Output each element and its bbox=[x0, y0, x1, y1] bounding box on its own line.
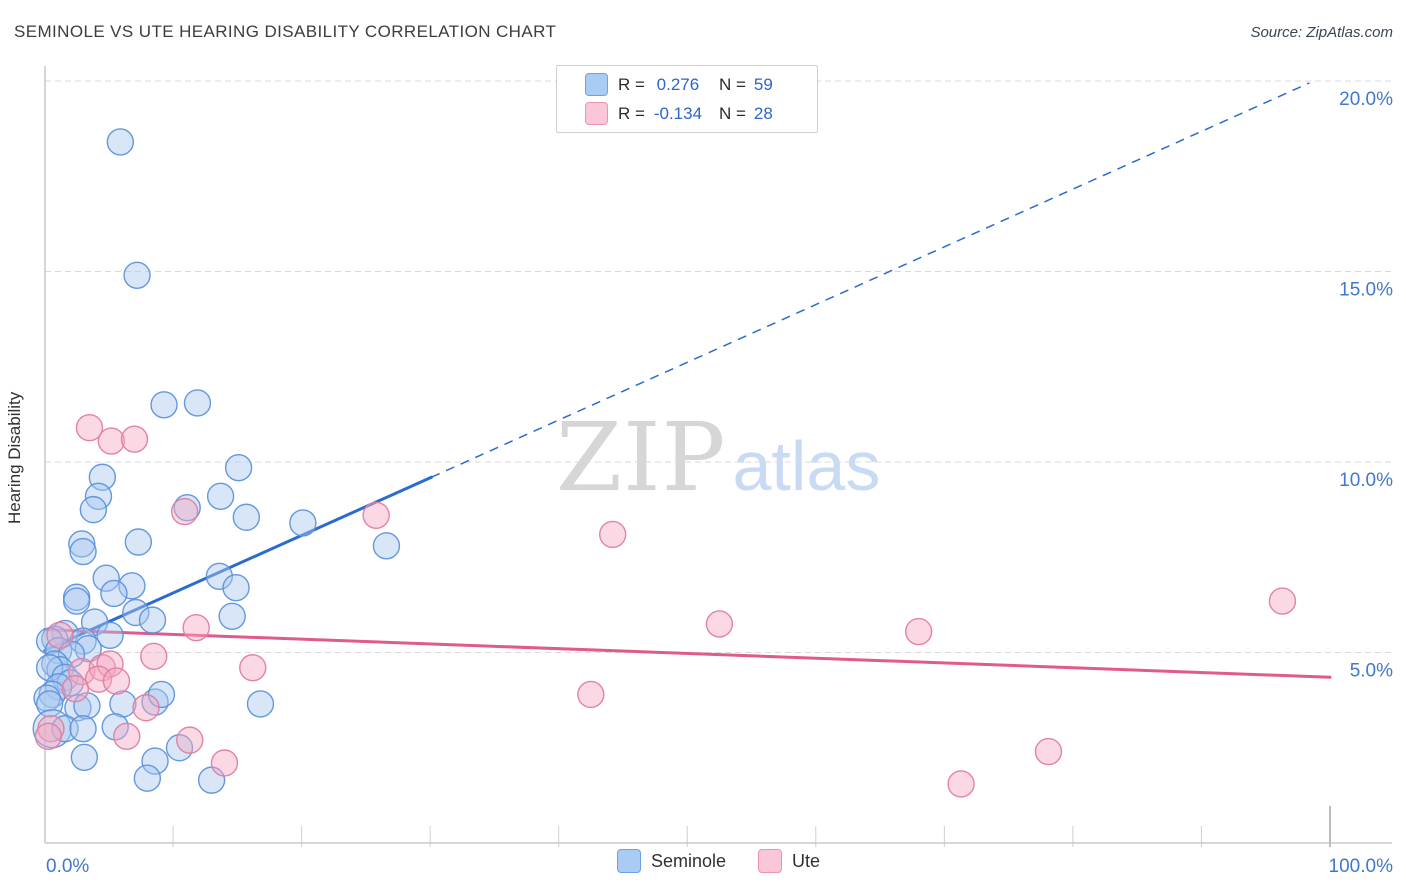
legend-swatch-ute bbox=[758, 849, 783, 873]
legend-item-seminole: Seminole bbox=[617, 849, 726, 873]
data-point-seminole bbox=[69, 537, 97, 566]
data-point-ute bbox=[120, 425, 149, 453]
seminole-r-value: 0.276 bbox=[656, 74, 700, 94]
ute-r-value: -0.134 bbox=[653, 103, 703, 123]
legend-item-ute: Ute bbox=[758, 849, 820, 873]
data-point-seminole bbox=[109, 690, 137, 718]
legend-label-seminole: Seminole bbox=[651, 850, 727, 871]
data-point-seminole bbox=[173, 494, 201, 522]
data-point-seminole bbox=[372, 532, 401, 560]
data-point-ute bbox=[1268, 587, 1297, 615]
x-tick-label-0.0%: 0.0% bbox=[46, 856, 89, 877]
data-point-seminole bbox=[118, 572, 146, 600]
data-point-ute bbox=[577, 680, 605, 709]
y-tick-label-15.0%: 15.0% bbox=[1339, 280, 1393, 301]
data-point-seminole bbox=[68, 530, 96, 558]
data-point-ute bbox=[102, 667, 131, 695]
data-point-seminole bbox=[92, 564, 120, 592]
data-point-seminole bbox=[106, 128, 135, 156]
data-point-seminole bbox=[101, 713, 129, 741]
data-point-ute bbox=[170, 497, 199, 526]
data-point-ute bbox=[75, 414, 104, 442]
data-point-ute bbox=[210, 749, 239, 777]
data-point-seminole bbox=[150, 391, 178, 419]
n-label: N = bbox=[718, 74, 746, 94]
legend-swatch-seminole bbox=[617, 849, 641, 873]
data-point-ute bbox=[947, 770, 975, 798]
data-point-seminole bbox=[232, 503, 261, 531]
data-point-seminole bbox=[122, 598, 150, 627]
data-point-ute bbox=[598, 520, 627, 549]
data-point-ute bbox=[176, 726, 204, 754]
data-point-ute bbox=[1034, 737, 1063, 766]
data-point-seminole bbox=[141, 747, 169, 775]
data-point-seminole bbox=[183, 389, 212, 417]
data-point-seminole bbox=[222, 574, 250, 602]
data-point-ute bbox=[904, 617, 933, 646]
data-point-seminole bbox=[218, 602, 246, 631]
data-point-seminole bbox=[96, 621, 124, 650]
y-tick-label-5.0%: 5.0% bbox=[1350, 661, 1393, 682]
data-point-ute bbox=[362, 501, 390, 530]
ute-legend-swatch bbox=[585, 102, 608, 125]
x-tick-label-100.0%: 100.0% bbox=[1329, 856, 1394, 877]
series-legend: Seminole Ute bbox=[617, 849, 852, 873]
source-attribution: Source: ZipAtlas.com bbox=[1250, 24, 1393, 41]
data-point-seminole bbox=[124, 528, 153, 556]
legend-label-ute: Ute bbox=[792, 850, 821, 871]
correlation-legend: R = 0.276 N = 59 R = -0.134 N = 28 bbox=[556, 65, 818, 133]
data-point-seminole bbox=[205, 562, 234, 590]
data-point-ute bbox=[140, 642, 168, 671]
data-point-ute bbox=[68, 657, 96, 686]
data-point-seminole bbox=[73, 692, 101, 720]
data-point-seminole bbox=[206, 482, 235, 510]
legend-row-ute: R = -0.134 N = 28 bbox=[585, 102, 817, 125]
page-title: SEMINOLE VS UTE HEARING DISABILITY CORRE… bbox=[14, 22, 557, 41]
seminole-legend-swatch bbox=[585, 73, 608, 96]
data-point-ute bbox=[113, 722, 141, 751]
data-point-seminole bbox=[224, 454, 253, 482]
r-label: R = bbox=[618, 103, 645, 123]
data-point-ute bbox=[46, 621, 74, 650]
data-point-seminole bbox=[70, 743, 99, 771]
ute-n-value: 28 bbox=[753, 103, 773, 123]
data-point-seminole bbox=[123, 261, 151, 290]
data-point-seminole bbox=[74, 634, 102, 663]
data-point-seminole bbox=[138, 606, 167, 634]
data-point-ute bbox=[132, 694, 160, 722]
data-point-ute bbox=[97, 427, 126, 455]
data-point-ute bbox=[61, 674, 90, 703]
data-point-seminole bbox=[289, 509, 317, 537]
r-label: R = bbox=[618, 74, 645, 94]
data-point-seminole bbox=[62, 587, 91, 615]
trendline-ute bbox=[43, 628, 1332, 679]
data-point-seminole bbox=[69, 715, 97, 743]
data-point-ute bbox=[96, 650, 124, 678]
data-point-ute bbox=[182, 614, 210, 642]
data-point-seminole bbox=[133, 764, 162, 792]
data-point-seminole bbox=[79, 495, 108, 524]
legend-row-seminole: R = 0.276 N = 59 bbox=[585, 73, 817, 96]
data-point-ute bbox=[239, 654, 267, 682]
y-tick-label-10.0%: 10.0% bbox=[1339, 470, 1393, 491]
data-point-seminole bbox=[38, 680, 66, 709]
data-point-seminole bbox=[100, 579, 128, 608]
data-point-seminole bbox=[246, 690, 275, 718]
data-point-ute bbox=[705, 610, 734, 638]
trendline-seminole-extrapolated bbox=[431, 82, 1310, 478]
data-point-ute bbox=[34, 722, 63, 751]
y-tick-label-20.0%: 20.0% bbox=[1339, 89, 1393, 110]
seminole-n-value: 59 bbox=[753, 74, 773, 94]
n-label: N = bbox=[718, 103, 746, 123]
